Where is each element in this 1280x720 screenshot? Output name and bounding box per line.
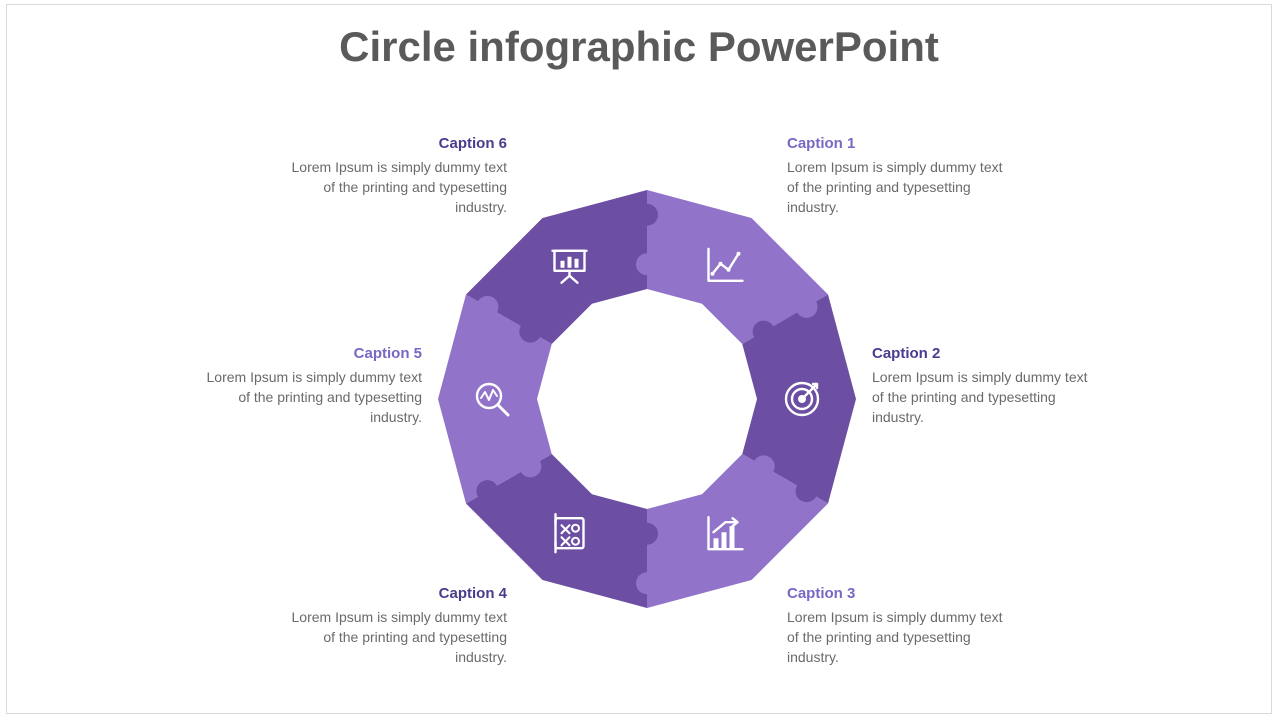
puzzle-knob <box>636 523 658 545</box>
puzzle-knob <box>636 204 658 226</box>
caption-6: Caption 6 Lorem Ipsum is simply dummy te… <box>287 133 507 218</box>
caption-2-body: Lorem Ipsum is simply dummy text of the … <box>872 367 1092 428</box>
puzzle-knob <box>753 321 775 343</box>
caption-3-body: Lorem Ipsum is simply dummy text of the … <box>787 607 1007 668</box>
caption-4-body: Lorem Ipsum is simply dummy text of the … <box>287 607 507 668</box>
caption-1: Caption 1 Lorem Ipsum is simply dummy te… <box>787 133 1007 218</box>
caption-5-body: Lorem Ipsum is simply dummy text of the … <box>202 367 422 428</box>
caption-3-title: Caption 3 <box>787 583 1007 605</box>
caption-4-title: Caption 4 <box>287 583 507 605</box>
puzzle-knob <box>476 296 498 318</box>
slide-frame: Circle infographic PowerPoint Caption 1 … <box>6 4 1272 714</box>
caption-3: Caption 3 Lorem Ipsum is simply dummy te… <box>787 583 1007 668</box>
puzzle-knob <box>519 455 541 477</box>
caption-5-title: Caption 5 <box>202 343 422 365</box>
caption-6-title: Caption 6 <box>287 133 507 155</box>
caption-2: Caption 2 Lorem Ipsum is simply dummy te… <box>872 343 1092 428</box>
circle-infographic <box>438 190 856 608</box>
caption-1-body: Lorem Ipsum is simply dummy text of the … <box>787 157 1007 218</box>
slide-title: Circle infographic PowerPoint <box>7 23 1271 71</box>
puzzle-knob <box>636 253 658 275</box>
puzzle-knob <box>636 572 658 594</box>
puzzle-knob <box>753 455 775 477</box>
caption-4: Caption 4 Lorem Ipsum is simply dummy te… <box>287 583 507 668</box>
puzzle-knob <box>796 296 818 318</box>
caption-5: Caption 5 Lorem Ipsum is simply dummy te… <box>202 343 422 428</box>
puzzle-knob <box>796 480 818 502</box>
caption-2-title: Caption 2 <box>872 343 1092 365</box>
caption-1-title: Caption 1 <box>787 133 1007 155</box>
puzzle-knob <box>476 480 498 502</box>
puzzle-knob <box>519 321 541 343</box>
caption-6-body: Lorem Ipsum is simply dummy text of the … <box>287 157 507 218</box>
